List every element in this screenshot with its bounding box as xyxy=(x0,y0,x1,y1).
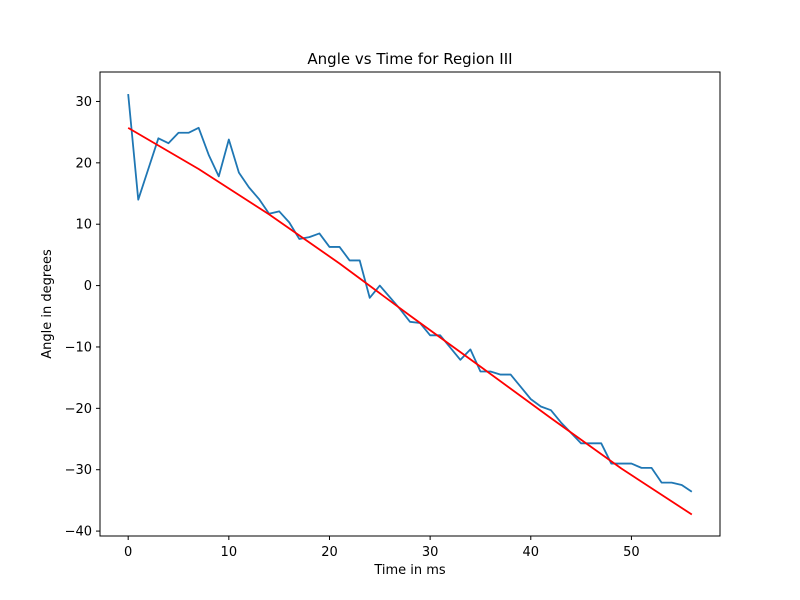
y-tick-label: −40 xyxy=(65,525,92,540)
x-tick-label: 10 xyxy=(221,545,238,560)
series-line-2 xyxy=(127,127,693,516)
x-tick-label: 50 xyxy=(623,545,640,560)
y-tick-label: −30 xyxy=(65,463,92,478)
y-tick-label: 30 xyxy=(75,95,92,110)
series-line-1 xyxy=(127,94,693,493)
y-tick-label: 20 xyxy=(75,156,92,171)
y-axis-label: Angle in degrees xyxy=(40,249,55,359)
x-tick-label: 0 xyxy=(124,545,132,560)
y-tick-label: 0 xyxy=(84,279,92,294)
x-tick-label: 40 xyxy=(523,545,540,560)
y-tick-label: 10 xyxy=(75,218,92,233)
x-axis-label: Time in ms xyxy=(373,563,446,578)
y-tick-label: −10 xyxy=(65,340,92,355)
chart-title: Angle vs Time for Region III xyxy=(307,50,512,68)
y-tick-label: −20 xyxy=(65,402,92,417)
x-axis: 0 10 20 30 40 50 xyxy=(124,536,640,560)
y-axis: −40 −30 −20 −10 0 10 20 30 xyxy=(65,95,100,540)
plot-area xyxy=(127,94,693,516)
x-tick-label: 30 xyxy=(422,545,439,560)
x-tick-label: 20 xyxy=(321,545,338,560)
plot-frame xyxy=(99,71,721,537)
